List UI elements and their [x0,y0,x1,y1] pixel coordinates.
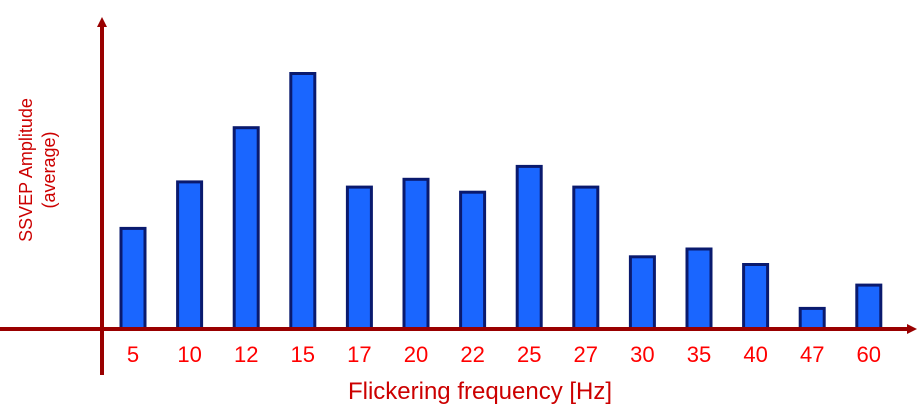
bar-12hz [232,126,260,331]
bar-15hz [289,72,317,331]
bar-40hz [742,263,770,331]
x-tick-label-25: 25 [517,342,541,367]
bar-30hz [628,255,656,331]
x-tick-labels: 5 10 12 15 17 20 22 25 27 30 35 40 47 60 [127,342,881,367]
x-tick-label-15: 15 [291,342,315,367]
bar-35hz [685,247,713,331]
x-tick-label-30: 30 [630,342,654,367]
x-tick-label-5: 5 [127,342,139,367]
x-tick-label-60: 60 [857,342,881,367]
bar-5hz [119,226,147,331]
bar-25hz [515,164,543,331]
y-axis-title-line-1: SSVEP Amplitude [16,98,36,242]
x-tick-label-40: 40 [743,342,767,367]
bar-47hz [798,306,826,331]
bar-10hz [176,180,204,331]
bars-group [119,72,883,331]
bar-22hz [459,190,487,331]
x-tick-label-27: 27 [574,342,598,367]
x-tick-label-12: 12 [234,342,258,367]
y-axis-title-line-2: (average) [39,131,59,208]
x-tick-label-35: 35 [687,342,711,367]
x-axis-title: Flickering frequency [Hz] [348,378,612,405]
x-tick-label-20: 20 [404,342,428,367]
x-tick-label-10: 10 [177,342,201,367]
bar-27hz [572,185,600,331]
x-tick-label-17: 17 [347,342,371,367]
x-tick-label-22: 22 [460,342,484,367]
bar-60hz [855,283,883,331]
bar-17hz [345,185,373,331]
bar-20hz [402,177,430,331]
x-tick-label-47: 47 [800,342,824,367]
